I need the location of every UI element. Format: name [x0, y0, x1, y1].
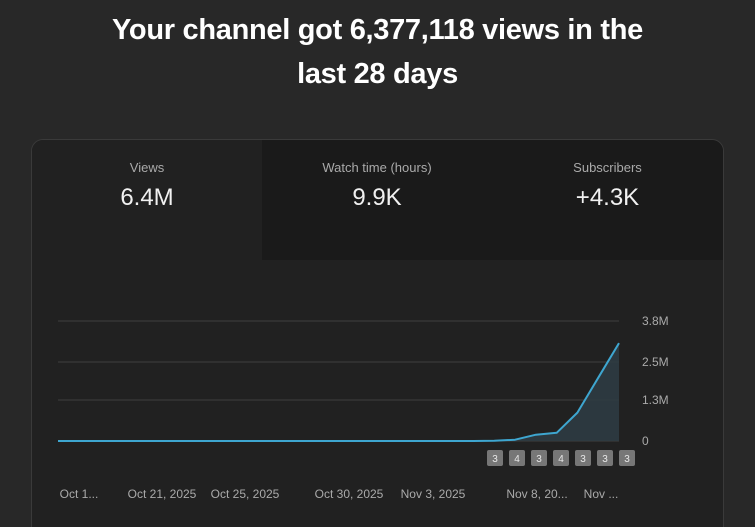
marker-label: 3: [580, 454, 586, 465]
marker-label: 3: [492, 454, 498, 465]
x-tick-label: Oct 25, 2025: [211, 487, 280, 501]
x-tick-label: Nov ...: [584, 487, 619, 501]
marker-label: 4: [558, 454, 564, 465]
x-tick-label: Nov 8, 20...: [506, 487, 567, 501]
tab-subscribers-value: +4.3K: [575, 184, 640, 211]
x-tick-label: Oct 1...: [60, 487, 99, 501]
x-tick-label: Oct 21, 2025: [128, 487, 197, 501]
tab-subscribers[interactable]: Subscribers +4.3K: [492, 140, 723, 260]
x-tick-label: Oct 30, 2025: [315, 487, 384, 501]
y-tick-label: 0: [642, 434, 649, 448]
marker-badge: [531, 450, 547, 466]
y-tick-label: 1.3M: [642, 393, 669, 407]
headline-line-2: last 28 days: [297, 58, 458, 90]
series-line: [58, 342, 620, 442]
metric-tabs: Views 6.4M Watch time (hours) 9.9K Subsc…: [32, 140, 723, 260]
tab-watch-time[interactable]: Watch time (hours) 9.9K: [262, 140, 492, 260]
tab-watch-time-value: 9.9K: [352, 184, 402, 211]
marker-label: 3: [536, 454, 542, 465]
marker-label: 3: [602, 454, 608, 465]
marker-badge: [509, 450, 525, 466]
y-tick-label: 2.5M: [642, 355, 669, 369]
tab-views-label: Views: [129, 160, 165, 175]
marker-badge: [553, 450, 569, 466]
views-headline: Your channel got 6,377,118 views in the …: [0, 8, 755, 96]
y-tick-label: 3.8M: [642, 314, 669, 328]
marker-label: 4: [514, 454, 520, 465]
marker-badge: [619, 450, 635, 466]
headline-line-1: Your channel got 6,377,118 views in the: [112, 14, 643, 46]
series-area: [58, 343, 619, 441]
tab-subscribers-label: Subscribers: [573, 160, 642, 175]
marker-badge: [487, 450, 503, 466]
tab-watch-time-label: Watch time (hours): [322, 160, 432, 175]
marker-badge: [575, 450, 591, 466]
x-tick-label: Nov 3, 2025: [401, 487, 466, 501]
tab-views-value: 6.4M: [120, 184, 174, 211]
marker-badge: [597, 450, 613, 466]
marker-label: 3: [624, 454, 630, 465]
tab-views[interactable]: Views 6.4M: [32, 140, 262, 260]
